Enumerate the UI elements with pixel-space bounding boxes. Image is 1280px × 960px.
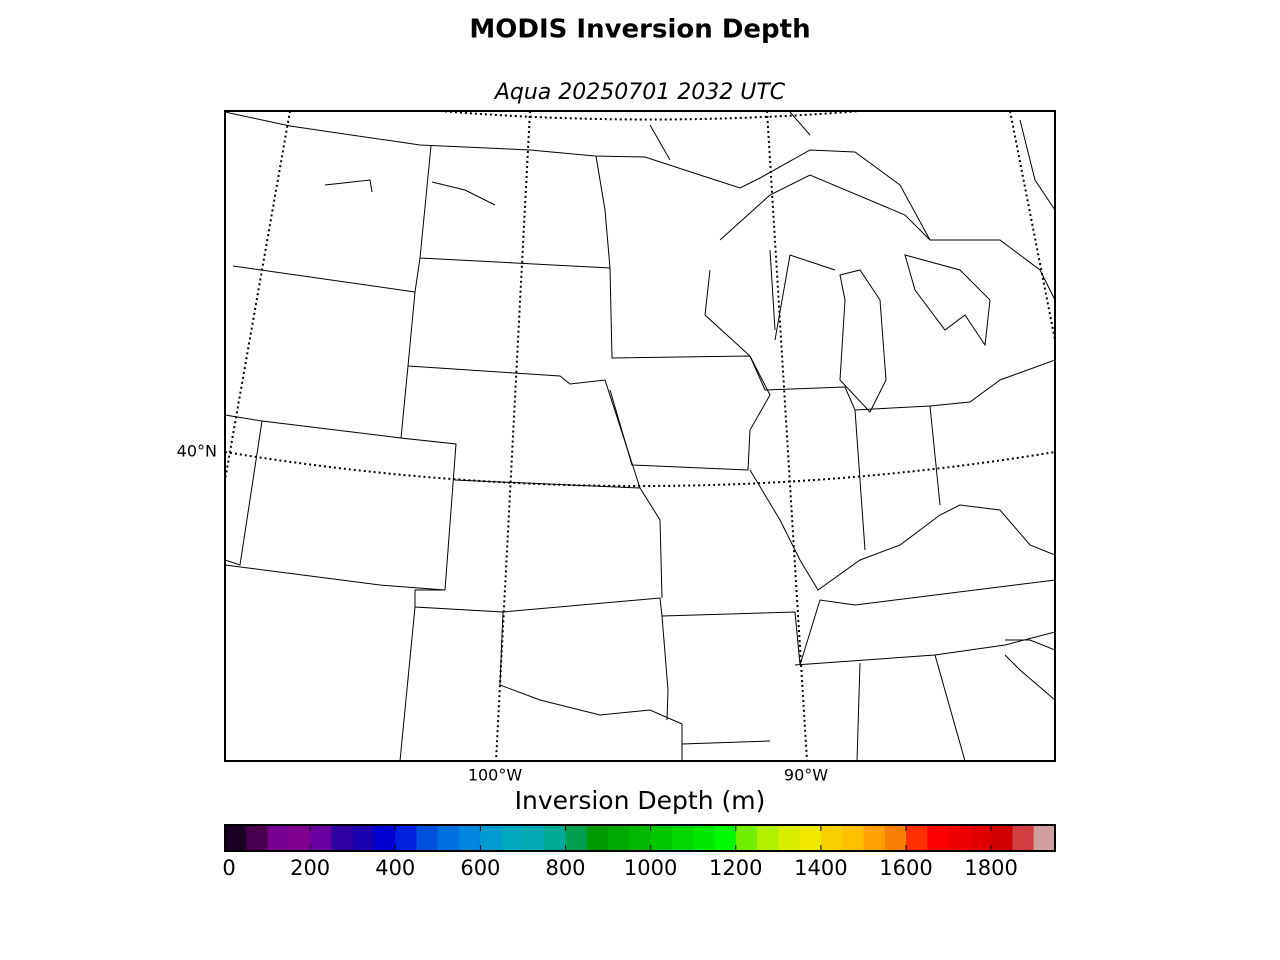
colorbar-segment (395, 825, 418, 851)
colorbar-segment (373, 825, 396, 851)
colorbar-segment (948, 825, 971, 851)
colorbar-frame (224, 824, 1056, 852)
map-frame (224, 110, 1056, 762)
colorbar-segment (331, 825, 354, 851)
colorbar-tick-label: 200 (290, 856, 330, 880)
colorbar-segment (352, 825, 375, 851)
colorbar-segment (991, 825, 1013, 851)
colorbar-tick-label: 400 (375, 856, 415, 880)
colorbar-segment (969, 825, 992, 851)
colorbar-segment (288, 825, 311, 851)
colorbar-tick-label: 1200 (709, 856, 762, 880)
colorbar-segment (522, 825, 545, 851)
lon-label: 100°W (468, 766, 523, 785)
colorbar-segment (927, 825, 950, 851)
colorbar-segment (246, 825, 269, 851)
colorbar-segment (757, 825, 779, 851)
colorbar-segment (778, 825, 801, 851)
colorbar-segment (267, 825, 290, 851)
colorbar-segment (416, 825, 439, 851)
colorbar-tick-label: 1800 (964, 856, 1017, 880)
colorbar-tick-label: 1600 (879, 856, 932, 880)
colorbar-segment (884, 825, 907, 851)
title: MODIS Inversion Depth (469, 15, 810, 45)
colorbar-segment (693, 825, 715, 851)
colorbar-segment (671, 825, 694, 851)
colorbar-tick-label: 800 (545, 856, 585, 880)
lon-label: 90°W (784, 766, 828, 785)
colorbar-tick-label: 600 (460, 856, 500, 880)
colorbar-segment (1033, 825, 1056, 851)
colorbar-segment (565, 825, 588, 851)
colorbar-segment (714, 825, 737, 851)
colorbar-segment (735, 825, 758, 851)
colorbar-segment (629, 825, 652, 851)
colorbar-segment (310, 825, 332, 851)
colorbar-segment (906, 825, 928, 851)
colorbar-segment (799, 825, 822, 851)
colorbar-segment (842, 825, 864, 851)
colorbar-tick-label: 1000 (624, 856, 677, 880)
map (224, 110, 1056, 762)
colorbar-segment (459, 825, 481, 851)
lat-label: 40°N (177, 442, 217, 461)
colorbar-segment (608, 825, 630, 851)
colorbar-tick-label: 1400 (794, 856, 847, 880)
colorbar-label: Inversion Depth (m) (515, 786, 766, 815)
colorbar-segment (586, 825, 609, 851)
colorbar: 0 200 400 600 800 1000 1200 1400 1600 1800 (222, 824, 1056, 880)
colorbar-segment (863, 825, 886, 851)
colorbar-segment (225, 825, 247, 851)
colorbar-segment (650, 825, 673, 851)
colorbar-segment (437, 825, 460, 851)
colorbar-segment (820, 825, 843, 851)
subtitle: Aqua 20250701 2032 UTC (493, 80, 786, 105)
colorbar-tick-label: 0 (222, 856, 235, 880)
colorbar-segment (544, 825, 567, 851)
colorbar-segment (1012, 825, 1035, 851)
colorbar-segment (501, 825, 524, 851)
colorbar-segment (480, 825, 503, 851)
